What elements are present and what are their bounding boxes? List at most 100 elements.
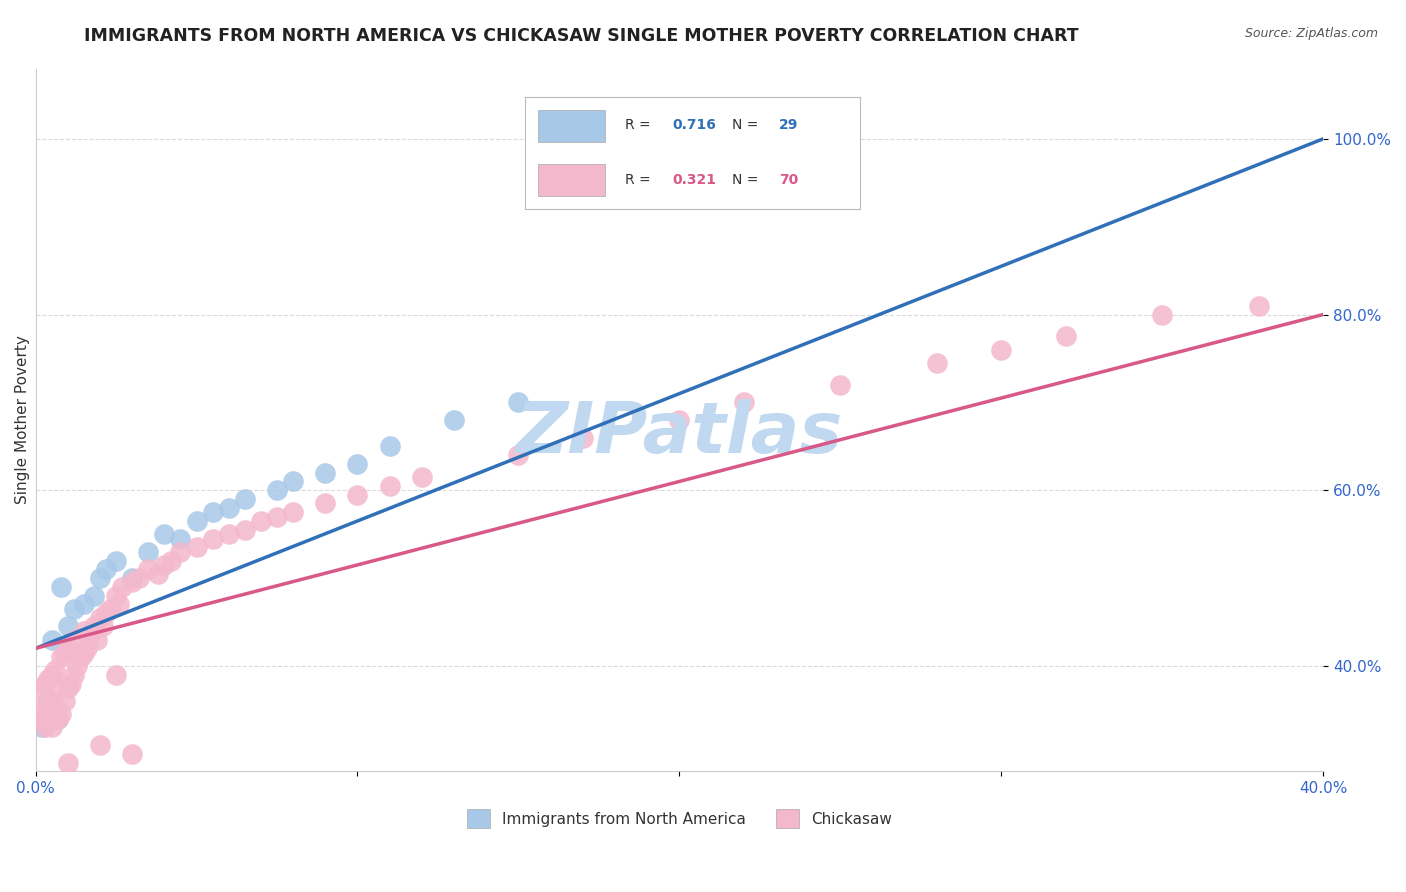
Point (186, 514, 208, 528)
Point (153, 527, 176, 541)
Point (136, 545, 159, 559)
Point (59, 676, 82, 690)
Point (31, 721, 53, 735)
Point (153, 558, 176, 572)
Point (79, 628, 101, 642)
Point (63, 667, 86, 681)
Point (186, 541, 208, 555)
Point (89, 571, 111, 585)
Point (346, 457, 368, 471)
Point (121, 747, 143, 761)
Point (169, 532, 191, 546)
Point (105, 553, 128, 567)
Point (111, 580, 134, 594)
Point (41, 694, 63, 708)
Point (105, 589, 128, 603)
Point (91, 619, 114, 633)
Point (990, 343, 1012, 357)
Point (34, 676, 56, 690)
Point (41, 721, 63, 735)
Point (73, 646, 96, 660)
Point (266, 483, 288, 498)
Text: IMMIGRANTS FROM NORTH AMERICA VS CHICKASAW SINGLE MOTHER POVERTY CORRELATION CHA: IMMIGRANTS FROM NORTH AMERICA VS CHICKAS… (84, 27, 1078, 45)
Point (86, 632, 108, 647)
Point (51, 707, 73, 722)
Point (56, 619, 79, 633)
Point (169, 545, 191, 559)
Point (44, 663, 66, 677)
Point (37, 672, 59, 686)
Point (69, 650, 91, 665)
Point (830, 377, 852, 392)
Point (51, 580, 73, 594)
Point (89, 738, 111, 752)
Point (56, 641, 79, 656)
Point (1054, 329, 1077, 343)
Point (56, 681, 79, 695)
Point (233, 491, 256, 506)
Point (508, 395, 530, 409)
Point (128, 571, 150, 585)
Y-axis label: Single Mother Poverty: Single Mother Poverty (15, 335, 30, 504)
Point (218, 500, 240, 515)
Point (508, 448, 530, 462)
Legend: Immigrants from North America, Chickasaw: Immigrants from North America, Chickasaw (461, 803, 898, 834)
Point (46, 712, 69, 726)
Point (53, 694, 76, 708)
Point (668, 413, 690, 427)
Point (34, 721, 56, 735)
Text: Source: ZipAtlas.com: Source: ZipAtlas.com (1244, 27, 1378, 40)
Point (201, 532, 224, 546)
Point (218, 527, 240, 541)
Point (378, 439, 401, 453)
Point (31, 685, 53, 699)
Point (41, 632, 63, 647)
Point (411, 470, 433, 484)
Point (34, 712, 56, 726)
Point (96, 606, 118, 620)
Point (53, 646, 76, 660)
Point (83, 619, 105, 633)
Point (281, 475, 304, 489)
Point (46, 712, 69, 726)
Point (41, 703, 63, 717)
Point (121, 571, 143, 585)
Point (733, 395, 755, 409)
Point (46, 676, 69, 690)
Point (1247, 299, 1270, 313)
Point (925, 356, 948, 370)
Point (63, 602, 86, 616)
Point (233, 523, 256, 537)
Point (136, 562, 159, 576)
Point (41, 667, 63, 681)
Point (63, 632, 86, 647)
Point (44, 698, 66, 713)
Point (443, 413, 465, 427)
Point (76, 641, 98, 656)
Point (266, 509, 288, 524)
Point (250, 514, 273, 528)
Point (346, 487, 368, 501)
Point (159, 553, 181, 567)
Point (31, 712, 53, 726)
Point (73, 624, 96, 638)
Point (1152, 308, 1174, 322)
Text: ZIPatlas: ZIPatlas (516, 400, 844, 468)
Point (37, 694, 59, 708)
Point (378, 479, 401, 493)
Point (28, 703, 51, 717)
Point (314, 496, 336, 510)
Point (89, 610, 111, 624)
Point (146, 566, 169, 581)
Point (105, 667, 128, 681)
Point (56, 756, 79, 770)
Point (98, 602, 121, 616)
Point (121, 575, 143, 590)
Point (37, 698, 59, 713)
Point (201, 505, 224, 519)
Point (108, 598, 131, 612)
Point (572, 430, 595, 444)
Point (73, 598, 96, 612)
Point (281, 505, 304, 519)
Point (66, 659, 89, 673)
